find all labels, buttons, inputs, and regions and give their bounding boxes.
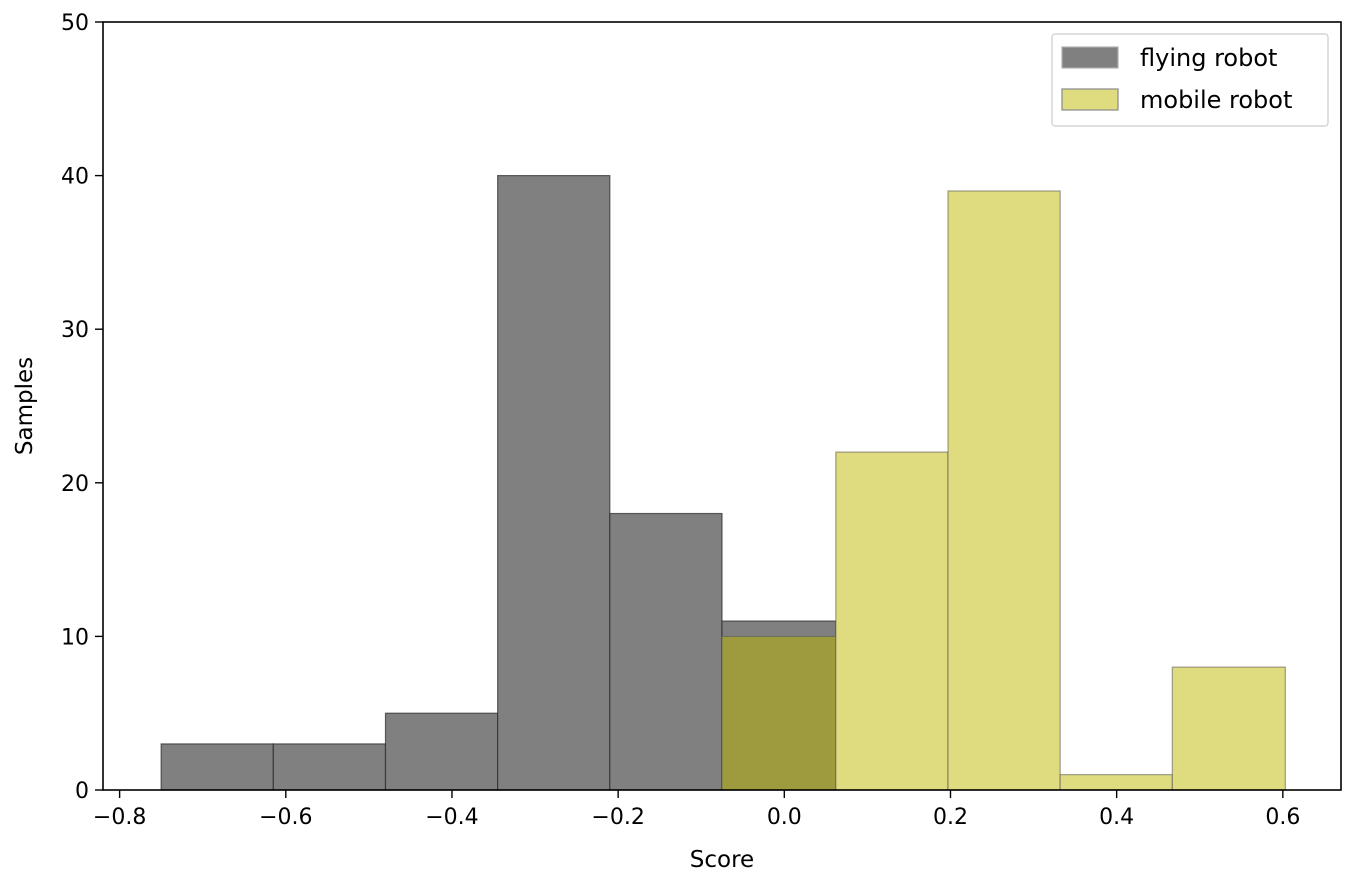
- y-tick-label: 10: [61, 625, 89, 650]
- y-tick-label: 30: [61, 318, 89, 343]
- bar-mobile-robot-4: [1171, 666, 1286, 791]
- legend-swatch-flying-robot: [1061, 46, 1119, 69]
- legend-swatch-mobile-robot: [1061, 88, 1119, 111]
- x-axis-label: Score: [690, 847, 754, 873]
- bar-flying-robot-4: [609, 512, 723, 791]
- plot-frame: [102, 21, 1342, 791]
- y-tick-label: 20: [61, 472, 89, 497]
- bar-flying-robot-1: [272, 743, 387, 791]
- bar-mobile-robot-1: [835, 451, 949, 791]
- x-tick-label: −0.8: [93, 805, 146, 830]
- x-tick-label: 0.0: [767, 805, 802, 830]
- x-tick-label: −0.6: [259, 805, 312, 830]
- x-tick-label: −0.2: [591, 805, 644, 830]
- x-tick-label: 0.4: [1099, 805, 1134, 830]
- legend-box: [1051, 33, 1329, 127]
- legend: flying robot mobile robot: [1051, 33, 1329, 127]
- legend-label-mobile-robot: mobile robot: [1140, 86, 1292, 114]
- bar-mobile-robot-0: [721, 635, 837, 791]
- x-axis-ticks: −0.8 −0.6 −0.4 −0.2 0.0 0.2 0.4 0.6: [93, 790, 1300, 830]
- bar-flying-robot-0: [160, 743, 274, 791]
- y-axis-label: Samples: [12, 357, 38, 455]
- legend-label-flying-robot: flying robot: [1140, 44, 1277, 72]
- bars-layer: [160, 175, 1286, 791]
- bar-flying-robot-3: [497, 175, 611, 791]
- y-tick-label: 50: [61, 11, 89, 36]
- y-tick-label: 40: [61, 165, 89, 190]
- x-tick-label: 0.6: [1265, 805, 1300, 830]
- bar-flying-robot-2: [384, 712, 499, 791]
- bar-mobile-robot-3: [1059, 774, 1173, 791]
- bar-mobile-robot-2: [947, 190, 1061, 791]
- x-tick-label: −0.4: [425, 805, 478, 830]
- y-axis-ticks: 0 10 20 30 40 50: [61, 11, 103, 804]
- x-tick-label: 0.2: [933, 805, 968, 830]
- y-tick-label: 0: [75, 779, 89, 804]
